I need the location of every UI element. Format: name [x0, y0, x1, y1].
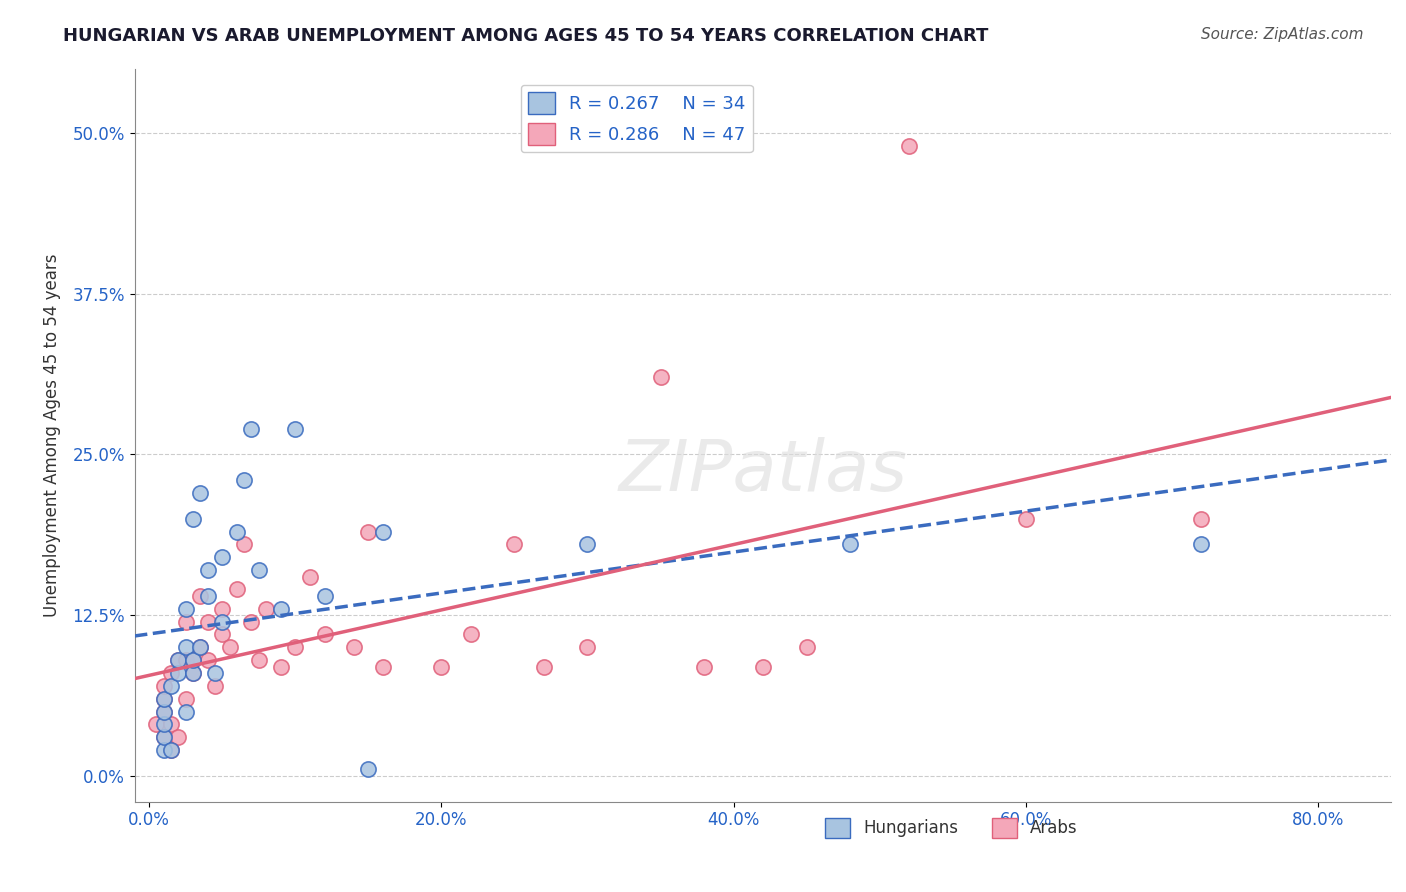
- Point: [174, 601, 197, 615]
- Point: [152, 691, 174, 706]
- Point: [174, 691, 197, 706]
- Point: [576, 640, 599, 655]
- Point: [796, 640, 818, 655]
- Point: [188, 589, 211, 603]
- Point: [152, 691, 174, 706]
- Point: [188, 640, 211, 655]
- Point: [211, 550, 233, 565]
- Point: [897, 138, 920, 153]
- Point: [218, 640, 240, 655]
- Point: [160, 743, 183, 757]
- Point: [430, 659, 453, 673]
- Point: [357, 763, 380, 777]
- Point: [247, 563, 270, 577]
- Point: [254, 601, 277, 615]
- Point: [181, 665, 204, 680]
- Point: [188, 640, 211, 655]
- Point: [371, 659, 394, 673]
- Point: [576, 537, 599, 551]
- Point: [160, 743, 183, 757]
- Point: [752, 659, 775, 673]
- Point: [503, 537, 526, 551]
- Point: [188, 486, 211, 500]
- Point: [152, 743, 174, 757]
- Text: ZIPatlas: ZIPatlas: [619, 437, 907, 506]
- Point: [693, 659, 716, 673]
- Point: [181, 511, 204, 525]
- Text: HUNGARIAN VS ARAB UNEMPLOYMENT AMONG AGES 45 TO 54 YEARS CORRELATION CHART: HUNGARIAN VS ARAB UNEMPLOYMENT AMONG AGE…: [63, 27, 988, 45]
- Point: [284, 422, 307, 436]
- Point: [233, 473, 256, 487]
- Point: [181, 653, 204, 667]
- Point: [160, 665, 183, 680]
- Point: [174, 640, 197, 655]
- Point: [839, 537, 862, 551]
- Point: [197, 589, 219, 603]
- Point: [160, 717, 183, 731]
- Point: [1189, 511, 1212, 525]
- Legend: Hungarians, Arabs: Hungarians, Arabs: [818, 811, 1084, 845]
- Point: [174, 653, 197, 667]
- Point: [167, 653, 190, 667]
- Point: [145, 717, 167, 731]
- Point: [160, 679, 183, 693]
- Point: [343, 640, 366, 655]
- Point: [204, 679, 226, 693]
- Text: Source: ZipAtlas.com: Source: ZipAtlas.com: [1201, 27, 1364, 42]
- Point: [211, 615, 233, 629]
- Point: [247, 653, 270, 667]
- Point: [225, 582, 247, 597]
- Point: [314, 589, 336, 603]
- Point: [181, 665, 204, 680]
- Point: [197, 615, 219, 629]
- Point: [197, 653, 219, 667]
- Point: [152, 717, 174, 731]
- Point: [152, 731, 174, 745]
- Point: [233, 537, 256, 551]
- Point: [1189, 537, 1212, 551]
- Point: [225, 524, 247, 539]
- Point: [152, 731, 174, 745]
- Point: [1015, 511, 1038, 525]
- Point: [270, 601, 292, 615]
- Point: [211, 601, 233, 615]
- Point: [533, 659, 555, 673]
- Point: [460, 627, 482, 641]
- Point: [211, 627, 233, 641]
- Point: [152, 705, 174, 719]
- Point: [240, 615, 263, 629]
- Point: [167, 731, 190, 745]
- Point: [314, 627, 336, 641]
- Point: [204, 665, 226, 680]
- Point: [650, 370, 672, 384]
- Point: [284, 640, 307, 655]
- Y-axis label: Unemployment Among Ages 45 to 54 years: Unemployment Among Ages 45 to 54 years: [44, 253, 60, 616]
- Point: [167, 653, 190, 667]
- Point: [371, 524, 394, 539]
- Point: [167, 665, 190, 680]
- Point: [357, 524, 380, 539]
- Point: [152, 705, 174, 719]
- Point: [174, 705, 197, 719]
- Point: [298, 569, 321, 583]
- Point: [197, 563, 219, 577]
- Point: [240, 422, 263, 436]
- Point: [152, 679, 174, 693]
- Point: [181, 653, 204, 667]
- Point: [174, 615, 197, 629]
- Point: [270, 659, 292, 673]
